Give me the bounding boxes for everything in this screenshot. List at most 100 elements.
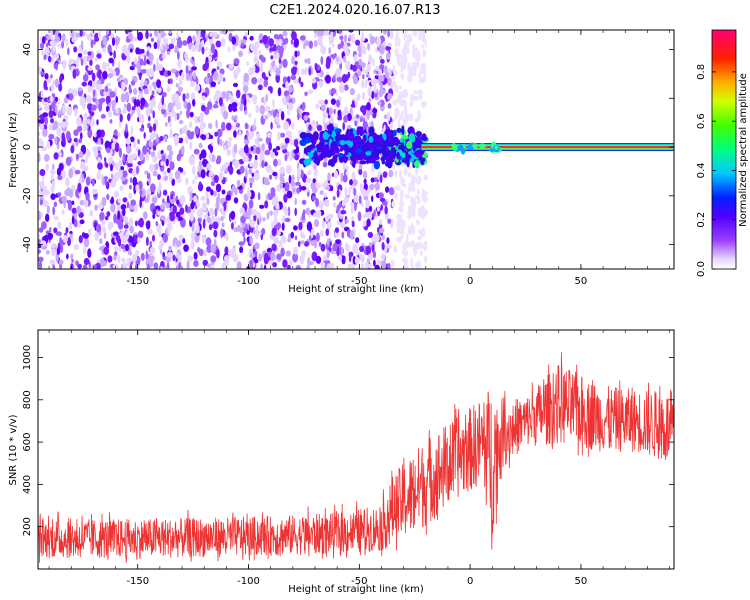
spectrogram-cell — [68, 221, 73, 230]
spectrogram-cell — [397, 227, 400, 234]
spectrogram-cell — [358, 64, 362, 70]
spectrogram-cell — [176, 31, 179, 40]
spectrogram-cell — [40, 240, 47, 247]
spectrogram-cell — [413, 95, 420, 101]
spectrogram-cell — [359, 254, 365, 262]
spectrogram-cell — [293, 78, 299, 84]
spectrogram-cell — [352, 243, 358, 254]
spectrogram-cell — [169, 150, 174, 157]
spectrogram-cell — [168, 30, 172, 35]
spectrogram-cell — [127, 163, 133, 168]
spectrogram-cell — [210, 255, 217, 263]
spectrogram-cell — [86, 55, 90, 62]
spectrogram-cell — [265, 164, 272, 173]
spectrogram-cell — [172, 237, 178, 243]
spectrogram-cell — [379, 64, 385, 70]
spectrogram-cell — [178, 138, 183, 144]
spectrogram-cell — [355, 39, 361, 46]
spectrogram-cell — [374, 79, 379, 84]
spectrogram-cell — [343, 115, 348, 123]
spectrogram-cell — [95, 64, 100, 71]
spectrogram-cell — [157, 185, 160, 195]
spectrogram-cell — [323, 198, 330, 208]
spectrogram-cell — [169, 161, 175, 171]
spectrogram-cell — [293, 225, 298, 231]
spectrogram-cell — [192, 165, 196, 176]
spectrogram-y-tick-label: -20 — [22, 188, 33, 204]
spectrogram-cell — [162, 53, 167, 60]
spectrogram-cell — [203, 249, 208, 257]
spectrogram-cell — [294, 197, 298, 206]
spectrogram-x-tick-label: 50 — [575, 276, 588, 287]
spectrogram-cell — [68, 168, 74, 179]
spectrogram-cell — [221, 189, 226, 195]
spectrogram-cell — [407, 74, 413, 83]
spectrogram-cell — [227, 46, 231, 53]
spectrogram-cell — [88, 228, 92, 236]
spectrogram-cell — [71, 30, 75, 39]
spectrogram-cell — [152, 144, 157, 151]
spectrogram-cell — [272, 262, 277, 268]
spectrogram-cell — [251, 94, 258, 103]
spectrogram-cell — [232, 253, 239, 263]
spectrogram-cell — [337, 96, 342, 101]
spectrogram-cell — [297, 106, 301, 115]
spectrogram-cell — [130, 125, 133, 135]
spectrogram-cell — [279, 166, 285, 176]
spectrogram-cell — [55, 62, 58, 71]
spectrogram-cell — [386, 237, 390, 245]
spectrogram-cell — [300, 230, 304, 239]
spectrogram-cell — [303, 114, 309, 121]
spectrogram-cell — [224, 161, 230, 167]
spectrogram-cell — [117, 198, 122, 204]
spectrogram-cell — [344, 106, 348, 115]
spectrogram-cell — [273, 216, 278, 225]
spectrogram-cell — [211, 141, 214, 147]
spectrogram-cell — [344, 42, 348, 52]
spectrogram-cell — [83, 246, 87, 255]
spectrogram-cell — [264, 200, 269, 209]
spectrogram-cell — [294, 60, 298, 65]
spectrogram-cell — [278, 57, 282, 64]
spectrogram-cell — [115, 108, 119, 114]
spectrogram-cell — [251, 172, 255, 177]
spectrogram-cell — [143, 211, 148, 220]
spectrogram-cell — [341, 231, 345, 239]
spectrogram-cell — [123, 224, 129, 229]
spectrogram-cell — [400, 208, 404, 213]
spectrogram-cell — [397, 123, 401, 129]
spectrogram-cell — [178, 119, 184, 125]
spectrogram-cell — [206, 216, 211, 223]
spectrogram-cell — [189, 111, 194, 118]
spectrogram-cell — [160, 160, 165, 167]
spectrogram-cell — [78, 235, 83, 244]
spectrogram-cell — [190, 202, 195, 210]
spectrogram-cell — [308, 67, 311, 76]
spectrogram-cell — [217, 136, 220, 146]
spectrogram-cell — [213, 71, 219, 81]
spectrogram-cell — [414, 149, 422, 158]
spectrogram-cell — [380, 204, 384, 211]
spectrogram-cell — [205, 189, 209, 200]
spectrogram-cell — [109, 91, 116, 98]
spectrogram-cell — [98, 202, 103, 209]
spectrogram-cell — [38, 210, 42, 221]
spectrogram-cell — [249, 35, 254, 41]
spectrogram-cell — [400, 73, 405, 80]
spectrogram-cell — [311, 251, 318, 262]
spectrogram-cell — [101, 196, 107, 207]
spectrogram-cell — [87, 84, 91, 94]
spectrogram-cell — [293, 246, 299, 255]
colorbar-tick-label: 0.0 — [696, 261, 707, 277]
snr-y-label: SNR (10 * v/v) — [8, 414, 19, 485]
spectrogram-cell — [337, 43, 342, 50]
spectrogram-cell — [285, 130, 292, 137]
spectrogram-cell — [233, 130, 237, 138]
spectrogram-cell — [395, 37, 401, 47]
spectrogram-cell — [283, 121, 290, 131]
spectrogram-cell — [140, 114, 145, 125]
spectrogram-cell — [65, 177, 70, 187]
spectrogram-cell — [220, 197, 226, 203]
spectrogram-cell — [282, 236, 287, 244]
spectrogram-cell — [133, 88, 138, 95]
